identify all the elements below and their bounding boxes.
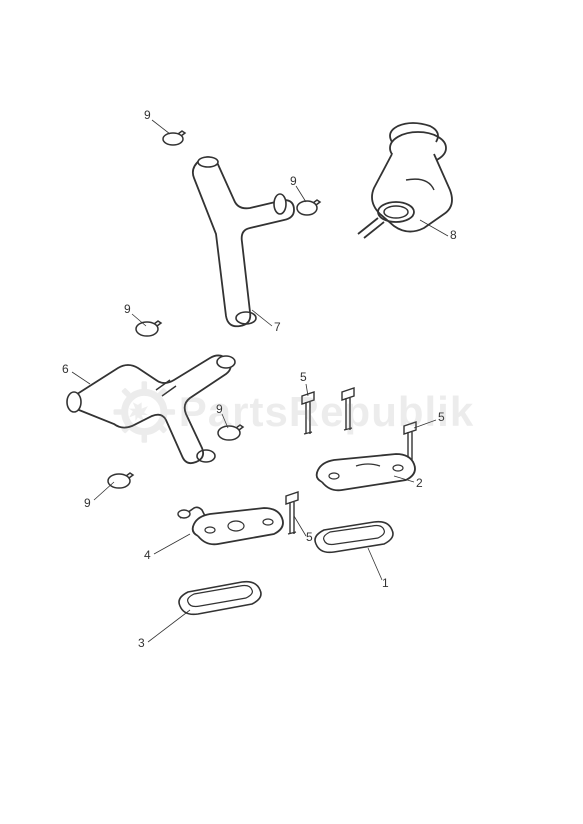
callout-c6: 6 xyxy=(62,362,69,376)
callout-c8: 5 xyxy=(300,370,307,384)
diagram-canvas: 9 9 8 9 7 6 9 5 5 9 2 5 4 1 3 xyxy=(0,0,583,824)
leader-lines xyxy=(0,0,583,824)
callout-c1: 9 xyxy=(144,108,151,122)
callout-c3: 8 xyxy=(450,228,457,242)
callout-c7: 9 xyxy=(216,402,223,416)
callout-c15: 3 xyxy=(138,636,145,650)
callout-c9: 5 xyxy=(438,410,445,424)
callout-c2: 9 xyxy=(290,174,297,188)
callout-c13: 4 xyxy=(144,548,151,562)
callout-c4: 9 xyxy=(124,302,131,316)
callout-c10: 9 xyxy=(84,496,91,510)
callout-c5: 7 xyxy=(274,320,281,334)
callout-c12: 5 xyxy=(306,530,313,544)
callout-c11: 2 xyxy=(416,476,423,490)
callout-c14: 1 xyxy=(382,576,389,590)
